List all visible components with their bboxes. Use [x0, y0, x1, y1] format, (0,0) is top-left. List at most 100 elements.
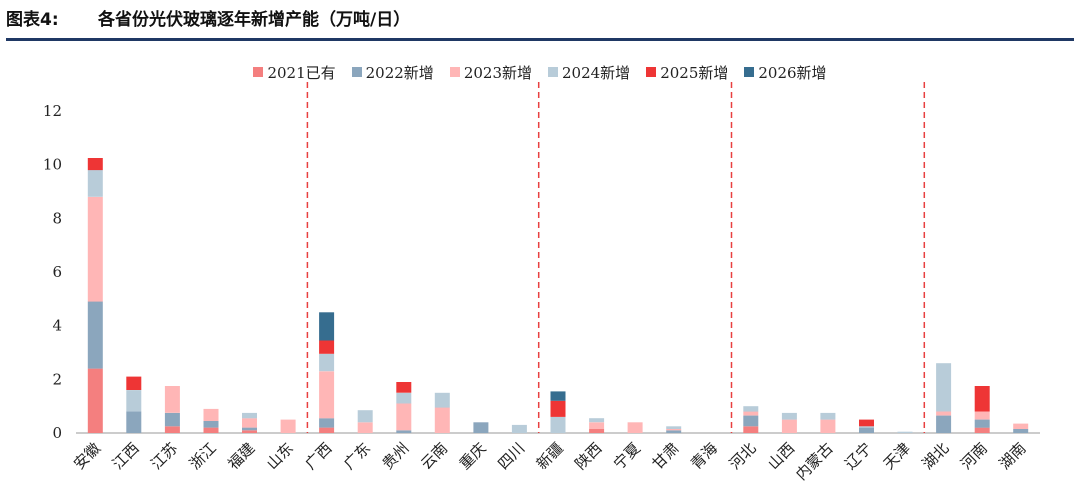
bar-segment [242, 430, 257, 433]
x-tick-label: 青海 [687, 439, 721, 473]
x-tick-label: 云南 [417, 439, 451, 473]
bar-segment [280, 419, 296, 433]
figure-title-text: 各省份光伏玻璃逐年新增产能（万吨/日） [98, 10, 411, 30]
bar-segment [434, 407, 450, 433]
legend-swatch [351, 67, 362, 77]
bar-segment [396, 382, 412, 393]
bar-segment [396, 403, 412, 431]
bar-segment [87, 301, 103, 369]
x-tick-label: 辽宁 [841, 439, 875, 473]
legend-item: 2021已有 [253, 62, 336, 83]
bar-segment [743, 415, 759, 427]
bar-segment [666, 430, 682, 433]
chart-legend: 2021已有 2022新增 2023新增 2024新增 2025新增 2026新增 [0, 60, 1080, 84]
bar-segment [627, 422, 643, 433]
x-tick-label: 江苏 [147, 439, 181, 473]
x-tick-label: 内蒙古 [792, 439, 837, 484]
bar-segment [974, 411, 990, 420]
bar-segment [1013, 423, 1029, 429]
bar-segment [974, 427, 990, 433]
legend-swatch [548, 67, 558, 77]
bar-segment [974, 386, 990, 412]
y-tick-label: 6 [52, 263, 62, 281]
x-tick-label: 河北 [726, 439, 760, 473]
bar-segment [666, 426, 682, 429]
bar-segment [87, 170, 103, 197]
x-tick-label: 广东 [340, 439, 374, 473]
bar-segment [126, 390, 142, 412]
bar-segment [203, 420, 219, 428]
y-tick-label: 12 [43, 102, 62, 120]
legend-label: 2026新增 [758, 63, 827, 82]
bar-segment [203, 408, 219, 421]
y-tick-label: 4 [52, 317, 62, 335]
figure-title: 图表4: 各省份光伏玻璃逐年新增产能（万吨/日） [6, 6, 410, 34]
x-tick-label: 四川 [494, 439, 528, 473]
bar-segment [743, 411, 759, 416]
y-tick-label: 0 [52, 424, 62, 442]
bar-segment [511, 424, 527, 433]
bar-segment [974, 419, 990, 428]
bar-segment [203, 427, 219, 433]
y-tick-label: 8 [52, 209, 62, 227]
x-tick-label: 浙江 [186, 439, 220, 473]
bar-segment [859, 419, 874, 427]
bar-segment [781, 419, 797, 433]
bar-segment [859, 426, 874, 428]
legend-swatch [449, 67, 460, 77]
bar-segment [319, 418, 335, 428]
bar-segment [242, 427, 257, 431]
bar-segment [550, 400, 566, 417]
bar-segment [859, 427, 874, 433]
bar-segment [550, 416, 566, 433]
legend-label: 2025新增 [660, 63, 729, 82]
x-tick-label: 天津 [880, 439, 914, 473]
legend-item: 2023新增 [449, 62, 532, 83]
bar-segment [743, 406, 759, 412]
x-tick-label: 重庆 [456, 439, 490, 473]
legend-label: 2023新增 [463, 63, 532, 82]
x-tick-label: 河南 [957, 439, 991, 473]
legend-item: 2026新增 [744, 62, 827, 83]
figure-label: 图表4: [6, 10, 59, 30]
x-tick-label: 安徽 [70, 439, 104, 473]
x-tick-label: 陕西 [571, 439, 605, 473]
bar-segment [319, 371, 335, 419]
y-tick-label: 2 [52, 370, 62, 388]
bar-segment [936, 415, 952, 433]
legend-swatch [253, 67, 264, 77]
bar-segment [820, 419, 836, 433]
x-tick-label: 广西 [302, 439, 336, 473]
bar-segment [357, 410, 373, 423]
x-tick-label: 福建 [224, 439, 258, 473]
bar-segment [396, 392, 412, 404]
bar-segment [434, 392, 450, 408]
bar-segment [319, 353, 335, 372]
bar-segment [550, 391, 566, 401]
bar-segment [357, 422, 373, 433]
bar-segment [164, 426, 180, 433]
x-tick-label: 贵州 [379, 439, 413, 473]
bar-segment [87, 368, 103, 433]
bar-segment [897, 431, 913, 433]
bar-segment [319, 427, 335, 433]
title-rule [6, 38, 1074, 41]
bar-segment [319, 340, 335, 354]
x-tick-label: 宁夏 [610, 439, 644, 473]
bar-segment [589, 422, 605, 429]
x-tick-label: 新疆 [533, 439, 567, 473]
bar-segment [589, 418, 605, 423]
bar-segment [589, 429, 605, 433]
x-tick-label: 山东 [263, 439, 297, 473]
bar-segment [164, 412, 180, 427]
legend-swatch [744, 67, 755, 77]
bar-segment [781, 412, 797, 420]
bar-segment [87, 158, 103, 171]
legend-swatch [646, 67, 657, 77]
x-tick-label: 甘肃 [649, 439, 683, 473]
x-tick-label: 湖南 [996, 439, 1030, 473]
bar-segment [820, 412, 836, 420]
bar-segment [126, 376, 142, 390]
bar-segment [242, 412, 257, 419]
